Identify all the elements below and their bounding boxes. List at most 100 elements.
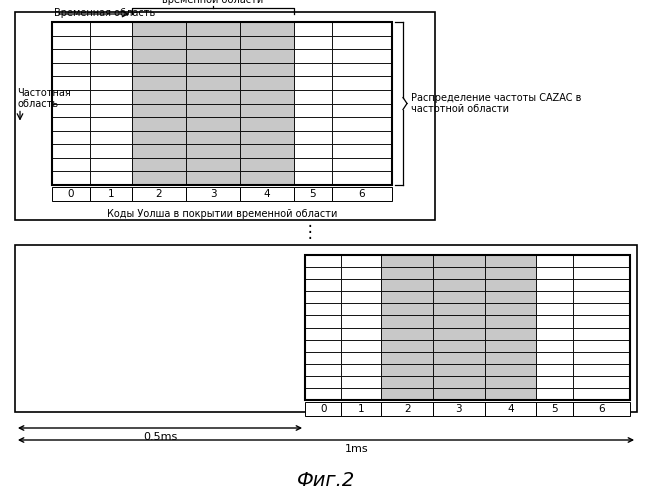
Bar	[186, 172, 240, 185]
Bar	[52, 144, 90, 158]
Bar	[90, 35, 132, 49]
Bar	[332, 35, 392, 49]
Bar	[132, 22, 186, 35]
Bar	[342, 303, 381, 315]
Bar	[240, 76, 294, 90]
Bar	[186, 35, 240, 49]
Bar	[294, 90, 332, 103]
Bar	[240, 172, 294, 185]
Text: 4: 4	[263, 189, 271, 199]
Bar	[537, 279, 572, 291]
Bar	[52, 22, 90, 35]
Bar	[342, 388, 381, 400]
Bar	[572, 388, 630, 400]
Text: 3: 3	[456, 404, 462, 414]
Bar	[332, 49, 392, 63]
Bar	[240, 49, 294, 63]
Bar	[342, 364, 381, 376]
Text: Частотная
область: Частотная область	[17, 88, 71, 109]
Bar	[294, 187, 332, 201]
Bar	[132, 187, 186, 201]
Bar	[537, 376, 572, 388]
Bar	[90, 187, 132, 201]
Bar	[132, 76, 186, 90]
Bar	[537, 315, 572, 327]
Bar	[433, 267, 484, 279]
Text: Временная область: Временная область	[54, 8, 155, 18]
Bar	[52, 22, 392, 185]
Bar	[537, 402, 572, 416]
Bar	[305, 255, 630, 400]
Bar	[342, 267, 381, 279]
Bar	[305, 303, 342, 315]
Bar	[52, 76, 90, 90]
Bar	[186, 144, 240, 158]
Bar	[381, 340, 433, 352]
Bar	[381, 352, 433, 364]
Bar	[90, 131, 132, 144]
Bar	[572, 255, 630, 267]
Bar	[433, 327, 484, 340]
Text: Коды Уолша в покрытии временной области: Коды Уолша в покрытии временной области	[107, 209, 337, 219]
Bar	[305, 388, 342, 400]
Bar	[537, 364, 572, 376]
Bar	[572, 291, 630, 303]
Bar	[484, 279, 537, 291]
Bar	[52, 158, 90, 172]
Bar	[484, 388, 537, 400]
Text: 0: 0	[320, 404, 327, 414]
Bar	[305, 402, 342, 416]
Bar	[132, 49, 186, 63]
Bar	[381, 327, 433, 340]
Bar	[342, 327, 381, 340]
Bar	[240, 103, 294, 117]
Bar	[332, 131, 392, 144]
Bar	[484, 340, 537, 352]
Bar	[90, 172, 132, 185]
Bar	[342, 291, 381, 303]
Bar	[294, 76, 332, 90]
Bar	[332, 103, 392, 117]
Bar	[484, 327, 537, 340]
Bar	[90, 117, 132, 131]
Bar	[132, 35, 186, 49]
Bar	[537, 352, 572, 364]
Bar	[294, 22, 332, 35]
Text: 1: 1	[358, 404, 364, 414]
Bar	[90, 22, 132, 35]
Bar	[52, 103, 90, 117]
Bar	[52, 172, 90, 185]
Bar	[52, 187, 90, 201]
Bar	[294, 158, 332, 172]
Bar	[342, 255, 381, 267]
Bar	[381, 267, 433, 279]
Bar	[342, 352, 381, 364]
Bar	[381, 388, 433, 400]
Bar	[332, 158, 392, 172]
Bar	[305, 267, 342, 279]
Bar	[132, 144, 186, 158]
Text: 5: 5	[551, 404, 558, 414]
Bar	[484, 364, 537, 376]
Bar	[572, 402, 630, 416]
Bar	[240, 187, 294, 201]
Bar	[572, 267, 630, 279]
Bar	[537, 291, 572, 303]
Text: 4: 4	[507, 404, 514, 414]
Bar	[433, 402, 484, 416]
Bar	[186, 90, 240, 103]
Bar	[305, 340, 342, 352]
Bar	[132, 172, 186, 185]
Bar	[332, 187, 392, 201]
Bar	[186, 158, 240, 172]
Bar	[294, 103, 332, 117]
Bar	[433, 303, 484, 315]
Text: Фиг.2: Фиг.2	[297, 471, 355, 490]
Bar	[90, 144, 132, 158]
Bar	[294, 131, 332, 144]
Text: 3: 3	[210, 189, 216, 199]
Bar	[305, 364, 342, 376]
Bar	[132, 131, 186, 144]
Bar	[186, 187, 240, 201]
Bar	[381, 364, 433, 376]
